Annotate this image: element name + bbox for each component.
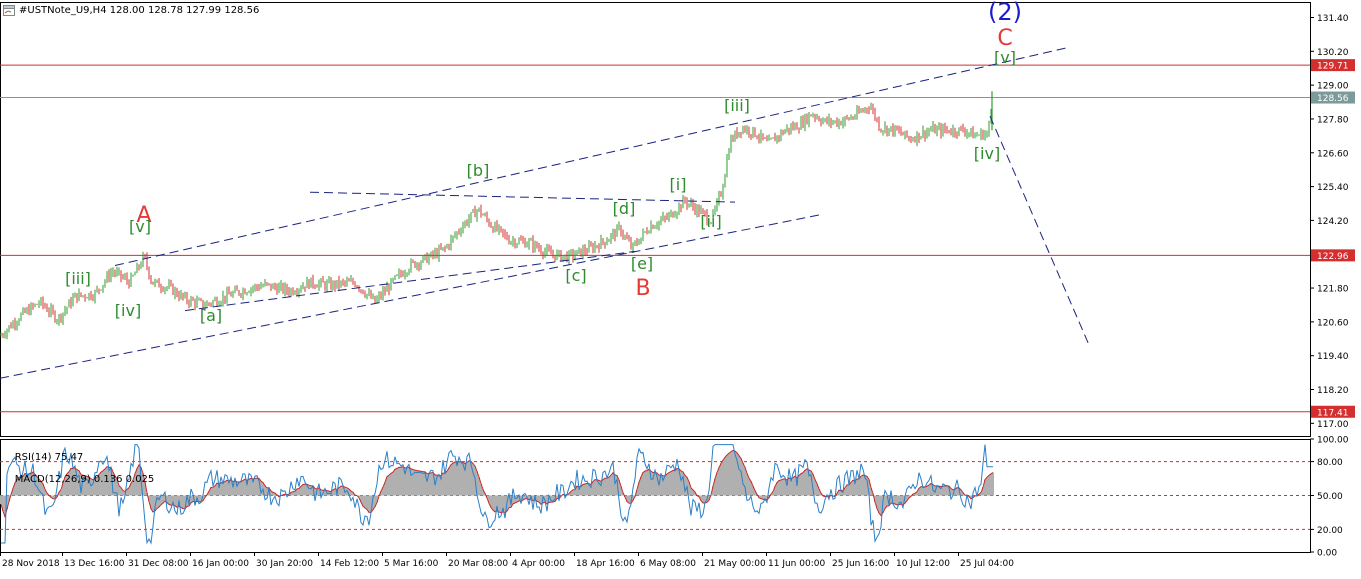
candles-group <box>0 91 993 340</box>
wave-label: [c] <box>565 266 586 285</box>
y-tick-label: 127.80 <box>1317 115 1349 125</box>
wave-label: [v] <box>129 217 151 236</box>
indicator-y-label: 100.00 <box>1317 436 1349 446</box>
y-tick-label: 131.40 <box>1317 14 1349 24</box>
x-tick-label: 18 Apr 16:00 <box>576 559 635 569</box>
x-tick-label: 28 Nov 2018 <box>2 559 60 569</box>
x-tick-label: 11 Jun 00:00 <box>768 559 825 569</box>
rsi-line <box>1 444 993 545</box>
wave-label: [iv] <box>974 144 1000 163</box>
level-price-label: 128.56 <box>1317 94 1349 104</box>
rsi-label: RSI(14) 75.47 <box>14 452 84 463</box>
wave-label: [a] <box>200 306 222 325</box>
indicator-y-label: 80.00 <box>1317 458 1343 468</box>
y-tick-label: 126.60 <box>1317 149 1349 159</box>
level-price-label: 117.41 <box>1317 408 1349 418</box>
level-price-box <box>1311 249 1355 262</box>
indicator-header: RSI(14) 75.47 MACD(12,26,9) 0.136 0.025 <box>2 441 155 496</box>
macd-histogram-group <box>0 450 994 517</box>
indicator-y-label: 0.00 <box>1317 549 1337 559</box>
macd-label: MACD(12,26,9) 0.136 0.025 <box>14 474 155 485</box>
x-tick-label: 10 Jul 12:00 <box>896 559 950 569</box>
y-tick-label: 118.20 <box>1317 386 1349 396</box>
x-tick-label: 30 Jan 20:00 <box>256 559 313 569</box>
y-tick-label: 125.40 <box>1317 183 1349 193</box>
wave-label: [iii] <box>65 269 91 288</box>
level-price-label: 129.71 <box>1317 62 1349 72</box>
wave-label: [e] <box>631 254 653 273</box>
chart-window-icon <box>3 4 15 16</box>
x-tick-label: 25 Jul 04:00 <box>960 559 1014 569</box>
y-tick-label: 130.20 <box>1317 48 1349 58</box>
wave-label: B <box>635 276 650 301</box>
level-price-box <box>1311 405 1355 418</box>
x-tick-label: 25 Jun 16:00 <box>832 559 889 569</box>
high-value: 128.78 <box>147 4 183 16</box>
wave-label: [ii] <box>700 212 721 231</box>
x-tick-label: 6 May 08:00 <box>640 559 696 569</box>
x-tick-label: 13 Dec 16:00 <box>64 559 125 569</box>
x-tick-label: 16 Jan 00:00 <box>192 559 249 569</box>
y-tick-label: 129.00 <box>1317 82 1349 92</box>
wave-label: (2) <box>988 0 1022 26</box>
trendline <box>114 46 1071 266</box>
chart-header: #USTNote_U9,H4 128.00 128.78 127.99 128.… <box>0 2 259 18</box>
wave-label: [i] <box>670 175 687 194</box>
indicator-y-label: 50.00 <box>1317 492 1343 502</box>
x-tick-label: 20 Mar 08:00 <box>448 559 508 569</box>
trendline <box>309 191 736 203</box>
wave-label: A <box>136 203 151 228</box>
x-tick-label: 5 Mar 16:00 <box>384 559 439 569</box>
open-value: 128.00 <box>109 4 145 16</box>
y-tick-label: 121.80 <box>1317 285 1349 295</box>
x-tick-label: 31 Dec 08:00 <box>128 559 189 569</box>
level-price-box <box>1311 91 1355 104</box>
wave-label: [iv] <box>115 301 141 320</box>
wave-label: [b] <box>467 161 490 180</box>
y-tick-label: 117.00 <box>1317 420 1349 430</box>
trendline <box>184 250 636 312</box>
level-price-label: 122.96 <box>1317 252 1349 262</box>
indicator-y-label: 20.00 <box>1317 526 1343 536</box>
wave-label: [d] <box>613 199 636 218</box>
wave-label: [iii] <box>724 96 750 115</box>
y-tick-label: 120.60 <box>1317 318 1349 328</box>
wave-label: C <box>997 26 1012 51</box>
close-value: 128.56 <box>224 4 260 16</box>
x-tick-label: 21 May 00:00 <box>704 559 766 569</box>
y-tick-label: 124.20 <box>1317 217 1349 227</box>
low-value: 127.99 <box>186 4 222 16</box>
y-tick-label: 119.40 <box>1317 352 1349 362</box>
main-panel-frame <box>0 2 1311 437</box>
x-tick-label: 14 Feb 12:00 <box>320 559 379 569</box>
symbol-label: #USTNote_U9,H4 <box>19 4 107 16</box>
wave-label: [v] <box>994 48 1016 67</box>
x-tick-label: 4 Apr 00:00 <box>512 559 565 569</box>
level-price-box <box>1311 59 1355 72</box>
